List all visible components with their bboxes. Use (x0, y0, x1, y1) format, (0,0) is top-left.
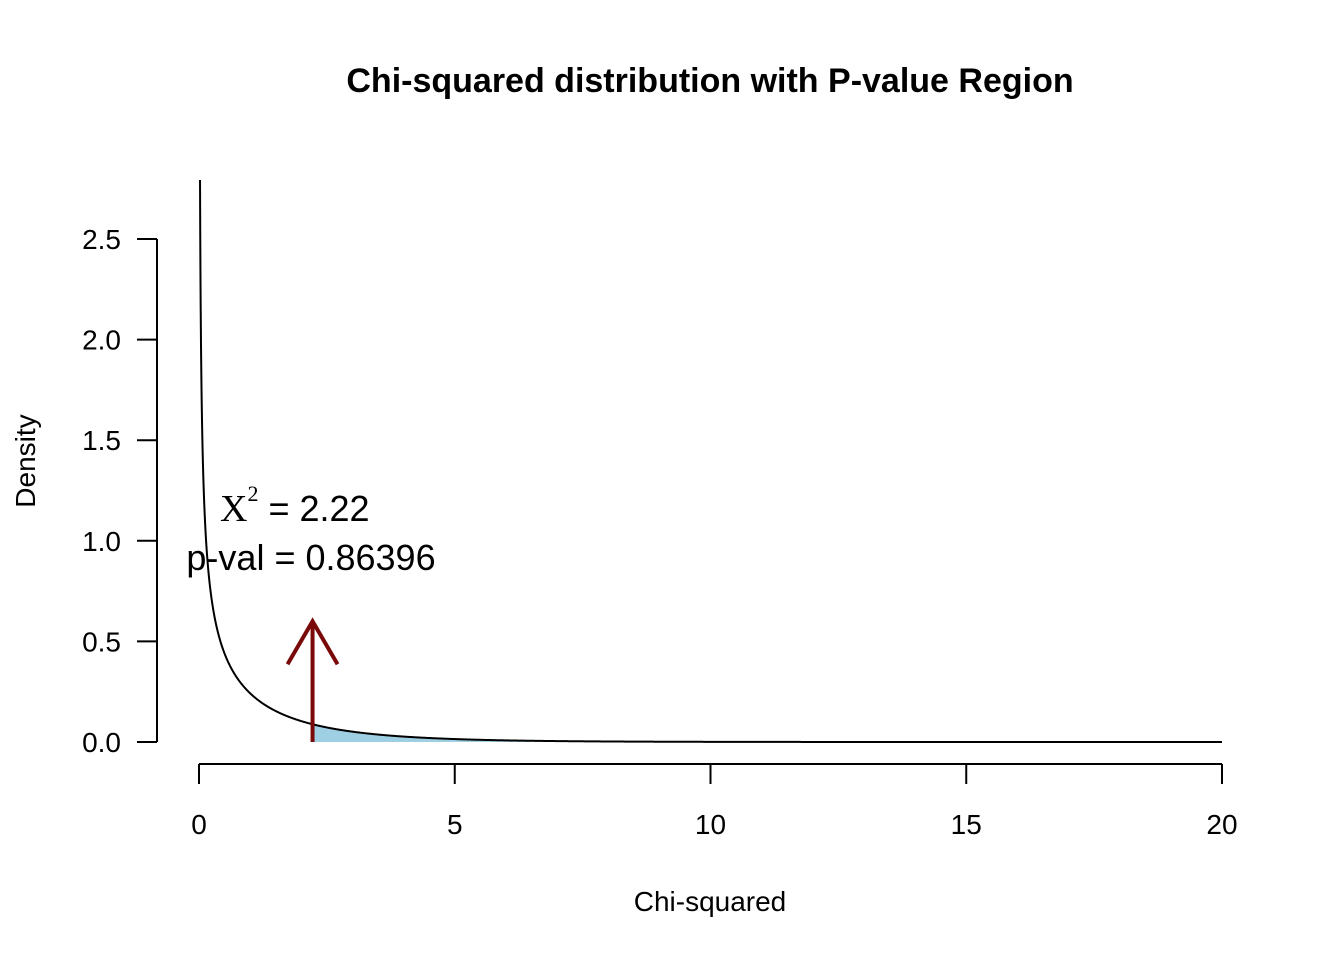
p-value-label: p-val = 0.86396 (186, 537, 435, 578)
density-curve (199, 179, 1222, 743)
x-tick-label-2: 10 (695, 809, 726, 840)
y-tick-label-5: 2.5 (82, 224, 121, 255)
x-axis: 0 5 10 15 20 (191, 763, 1238, 840)
x-tick-label-3: 15 (951, 809, 982, 840)
y-axis: 0.0 0.5 1.0 1.5 2.0 2.5 (82, 224, 158, 758)
x-tick-label-0: 0 (191, 809, 207, 840)
y-axis-label: Density (10, 414, 41, 507)
statistic-value: = 2.22 (258, 488, 369, 529)
p-value-region (312, 724, 1222, 742)
y-tick-label-3: 1.5 (82, 425, 121, 456)
y-tick-label-0: 0.0 (82, 727, 121, 758)
statistic-arrow (285, 617, 340, 742)
arrow-head (285, 617, 340, 666)
chi-symbol: X (220, 488, 247, 530)
y-tick-label-1: 0.5 (82, 626, 121, 657)
y-tick-label-4: 2.0 (82, 325, 121, 356)
x-tick-label-4: 20 (1206, 809, 1237, 840)
y-tick-label-2: 1.0 (82, 526, 121, 557)
statistic-label: X2 = 2.22 (220, 481, 370, 530)
x-tick-label-1: 5 (447, 809, 463, 840)
x-axis-label: Chi-squared (634, 886, 787, 917)
chart-title: Chi-squared distribution with P-value Re… (346, 62, 1073, 100)
chi-superscript: 2 (247, 481, 258, 506)
